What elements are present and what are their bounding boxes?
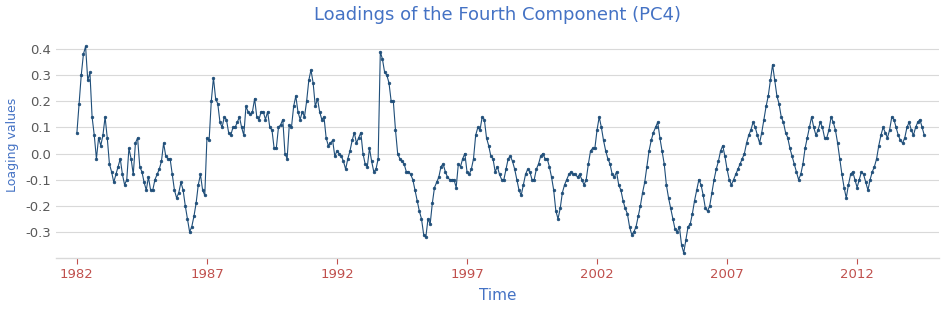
Y-axis label: Loaging values: Loaging values — [6, 97, 19, 192]
X-axis label: Time: Time — [479, 288, 516, 303]
Title: Loadings of the Fourth Component (PC4): Loadings of the Fourth Component (PC4) — [314, 6, 681, 23]
